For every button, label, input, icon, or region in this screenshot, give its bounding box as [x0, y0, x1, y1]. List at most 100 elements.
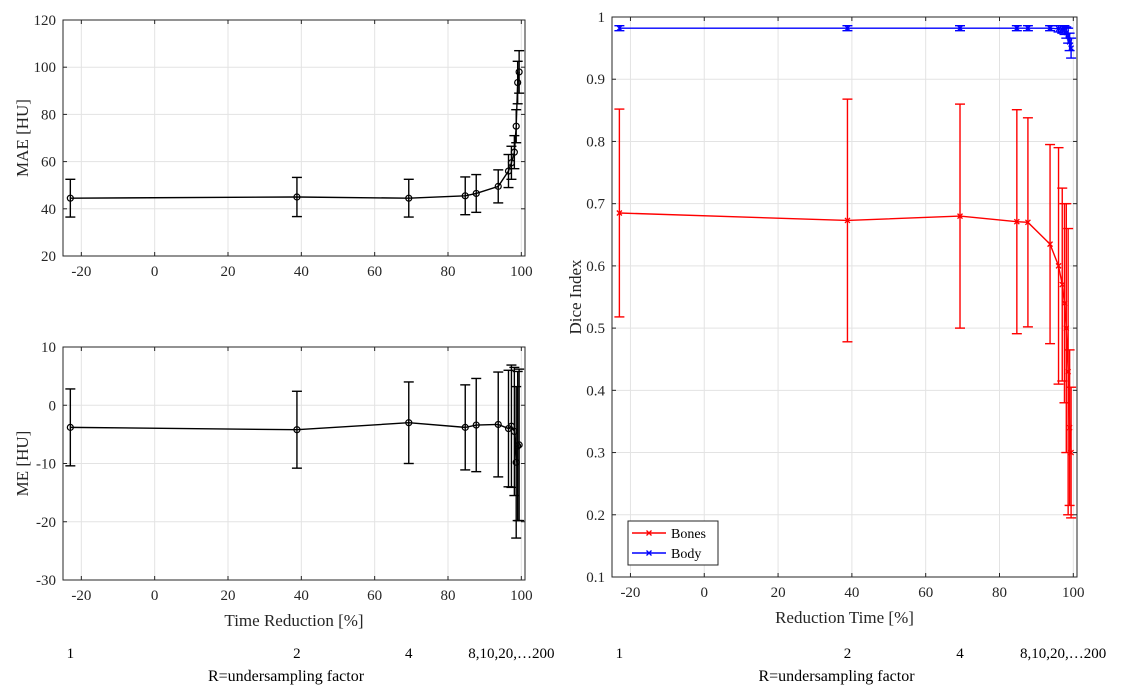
dice-y-tick-label: 0.1	[586, 570, 605, 586]
me-x-tick-label: 20	[221, 588, 236, 604]
dice-y-tick-label: 0.3	[586, 446, 605, 462]
dice-plot-area	[612, 17, 1077, 577]
dice-data-point	[844, 217, 851, 224]
dice-x-tick-label: -20	[620, 585, 640, 601]
mae-data-point	[405, 194, 413, 202]
me-data-point	[461, 423, 469, 431]
me-data-point	[494, 420, 502, 429]
mae-x-tick-label: 0	[151, 264, 159, 280]
me-data-point	[515, 441, 523, 449]
dice-data-point	[1061, 300, 1068, 307]
dice-x-tick-label: 100	[1062, 585, 1085, 601]
legend-label-body: Body	[671, 547, 701, 562]
mae-data-point	[514, 78, 522, 87]
mae-x-tick-label: 80	[441, 264, 456, 280]
mae-y-axis-label: MAE [HU]	[13, 99, 32, 177]
me-x-tick-label: 60	[367, 588, 382, 604]
legend-label-bones: Bones	[671, 527, 706, 542]
me-data-point	[472, 421, 480, 429]
mae-y-tick-label: 20	[41, 249, 56, 265]
dice-data-point	[957, 213, 963, 220]
dice-data-point	[1024, 25, 1031, 32]
mae-y-tick-label: 120	[34, 13, 57, 29]
mae-data-point	[510, 148, 518, 156]
mae-data-point	[293, 193, 301, 201]
mae-data-point	[512, 122, 520, 130]
dice-data-point	[1065, 368, 1072, 375]
dice-data-point	[1013, 218, 1020, 225]
mae-x-tick-label: 100	[510, 264, 533, 280]
mae-x-tick-label: 20	[221, 264, 236, 280]
me-x-tick-label: 80	[441, 588, 456, 604]
mae-axes-box	[62, 19, 526, 257]
mae-x-tick-label: 60	[367, 264, 382, 280]
mae-series-line	[70, 71, 520, 199]
me-undersampling-tick-label: 1	[67, 646, 75, 662]
legend-swatch-marker	[646, 530, 652, 536]
dice-plot: -20 0 20 40 60 80 100 0.1 0.2 0.3 0.4 0.5 0.6 0.7 0.8 0…	[566, 10, 1085, 627]
dice-data-point	[1055, 262, 1062, 269]
me-data-point	[507, 422, 516, 430]
me-undersampling-tick-label: 2	[293, 646, 301, 662]
dice-x-tick-label: 80	[992, 585, 1007, 601]
dice-data-point	[1068, 449, 1075, 456]
me-data-point	[510, 427, 518, 436]
me-x-tick-label: 0	[151, 588, 159, 604]
me-y-tick-label: 0	[49, 398, 57, 414]
dice-y-tick-label: 1	[598, 10, 606, 26]
dice-data-point	[1063, 325, 1070, 332]
dice-undersampling-axis-title: R=undersampling factor	[758, 668, 915, 685]
mae-data-point	[66, 194, 74, 202]
me-data-point	[514, 442, 522, 450]
dice-y-tick-label: 0.8	[586, 134, 605, 150]
mae-y-tick-label: 60	[41, 155, 56, 171]
undersampling-factor-labels: 1 2 4 8,10,20,…200 R=undersampling factor 1 2 4…	[67, 646, 1107, 685]
dice-y-tick-label: 0.9	[586, 72, 605, 88]
me-y-axis-label: ME [HU]	[13, 431, 32, 497]
me-plot: -20 0 20 40 60 80 100 -30 -20 -10 0 10 ME [HU] Time R…	[13, 340, 533, 630]
dice-y-tick-label: 0.6	[586, 259, 605, 275]
me-x-tick-label: 100	[510, 588, 533, 604]
mae-data-point	[472, 189, 480, 198]
mae-data-point	[494, 182, 502, 190]
dice-y-axis-label: Dice Index	[566, 259, 585, 335]
me-x-axis-label: Time Reduction [%]	[224, 611, 363, 630]
dice-data-point	[844, 25, 851, 32]
me-series-0	[65, 364, 525, 539]
dice-data-point	[1065, 32, 1072, 39]
dice-x-tick-label: 0	[701, 585, 709, 601]
me-data-point	[512, 458, 520, 466]
dice-axes-box	[611, 16, 1078, 578]
mae-data-point	[507, 159, 516, 167]
dice-data-point	[1047, 25, 1054, 32]
me-data-point	[405, 419, 413, 427]
dice-data-point	[1059, 281, 1066, 288]
mae-data-point	[515, 68, 523, 76]
mae-series-0	[65, 49, 525, 218]
dice-data-point	[1047, 241, 1054, 248]
dice-data-point	[1066, 38, 1073, 45]
me-y-tick-label: -20	[36, 515, 56, 531]
dice-series-bones	[614, 98, 1077, 519]
mae-y-tick-label: 80	[41, 107, 56, 123]
mae-y-tick-label: 100	[34, 60, 57, 76]
dice-data-point	[1063, 29, 1070, 36]
dice-x-axis-label: Reduction Time [%]	[775, 608, 914, 627]
me-data-point	[293, 426, 301, 434]
dice-y-tick-label: 0.7	[586, 197, 605, 213]
legend-box	[627, 520, 719, 566]
dice-legend: Bones Body	[627, 520, 719, 566]
dice-y-tick-label: 0.4	[586, 383, 605, 399]
me-x-tick-label: -20	[71, 588, 91, 604]
dice-undersampling-tick-label: 8,10,20,…200	[1020, 646, 1106, 662]
mae-x-tick-label: 40	[294, 264, 309, 280]
dice-y-tick-label: 0.5	[586, 321, 605, 337]
me-undersampling-tick-label: 4	[405, 646, 413, 662]
dice-data-point	[957, 25, 963, 32]
mae-plot-area	[63, 20, 525, 256]
mae-data-point	[504, 167, 513, 175]
me-y-tick-label: 10	[41, 340, 56, 356]
dice-data-point	[1024, 219, 1031, 226]
dice-data-point	[616, 25, 623, 32]
